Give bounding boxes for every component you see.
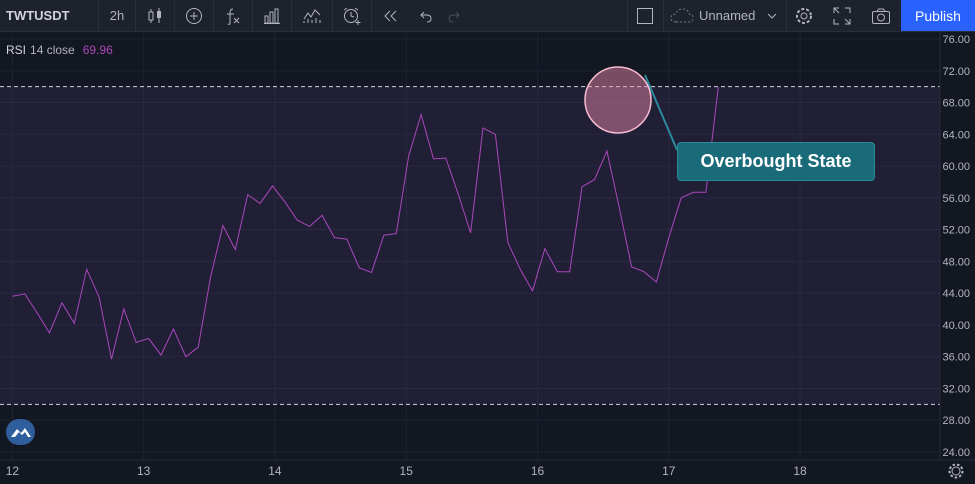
financials-button[interactable]: [253, 0, 291, 31]
price-scale[interactable]: 24.00 28.00 32.00 36.00 40.00 44.00 48.00 52.00…: [942, 34, 970, 459]
price-tick-label: 52.00: [942, 225, 970, 237]
price-tick-label: 28.00: [942, 415, 970, 427]
redo-button[interactable]: [440, 0, 470, 31]
indicator-templates-button[interactable]: [292, 0, 332, 31]
price-tick-label: 64.00: [942, 129, 970, 141]
time-scale-settings-icon[interactable]: [948, 463, 964, 479]
indicators-button[interactable]: [214, 0, 252, 31]
rsi-band-fill: [0, 86, 940, 405]
fullscreen-icon: [833, 7, 851, 24]
indicator-name: RSI: [6, 43, 27, 57]
snapshot-button[interactable]: [863, 0, 899, 31]
undo-button[interactable]: [410, 0, 440, 31]
price-tick-label: 24.00: [942, 447, 970, 459]
plus-circle-icon: [186, 7, 202, 24]
compare-symbol-button[interactable]: [175, 0, 213, 31]
price-tick-label: 60.00: [942, 161, 970, 173]
symbol-search-button[interactable]: TWTUSDT: [6, 8, 70, 23]
price-tick-label: 76.00: [942, 34, 970, 46]
callout-label: Overbought State: [700, 151, 852, 171]
price-tick-label: 68.00: [942, 98, 970, 110]
time-tick-label: 14: [268, 464, 282, 478]
price-tick-label: 32.00: [942, 383, 970, 395]
price-tick-label: 56.00: [942, 193, 970, 205]
indicator-legend[interactable]: RSI 14 close 69.96: [6, 43, 113, 57]
time-tick-label: 18: [793, 464, 807, 478]
square-icon: [637, 7, 653, 24]
time-tick-label: 17: [662, 464, 676, 478]
price-scale-bg: [940, 32, 975, 460]
undo-icon: [420, 11, 432, 22]
highlight-circle[interactable]: [584, 66, 652, 134]
cloud-icon: [670, 7, 694, 22]
select-layout-button[interactable]: [628, 0, 662, 31]
alert-button[interactable]: [333, 0, 371, 31]
layout-name-label: Unnamed: [699, 8, 756, 23]
indicator-params: 14 close: [30, 43, 75, 57]
fullscreen-button[interactable]: [825, 0, 859, 31]
rsi-chart[interactable]: 24.00 28.00 32.00 36.00 40.00 44.00 48.00 52.00…: [0, 32, 975, 484]
chart-type-button[interactable]: [136, 0, 174, 31]
time-tick-label: 15: [400, 464, 414, 478]
indicator-templates-icon: [303, 8, 321, 23]
overbought-callout[interactable]: Overbought State: [677, 142, 875, 181]
replay-icon: [384, 10, 397, 21]
price-tick-label: 36.00: [942, 352, 970, 364]
price-tick-label: 72.00: [942, 66, 970, 78]
interval-button[interactable]: 2h: [109, 8, 125, 23]
indicator-value: 69.96: [82, 43, 113, 57]
redo-icon: [448, 11, 460, 22]
chart-settings-button[interactable]: [787, 0, 821, 31]
price-tick-label: 48.00: [942, 256, 970, 268]
price-tick-label: 44.00: [942, 288, 970, 300]
replay-button[interactable]: [372, 0, 408, 31]
callout-pointer: [644, 74, 678, 151]
time-tick-label: 16: [531, 464, 545, 478]
candles-icon: [148, 7, 161, 23]
rsi-line: [12, 86, 719, 360]
chevron-down-icon: [768, 13, 777, 19]
gear-icon: [796, 7, 812, 24]
publish-button[interactable]: Publish: [901, 0, 975, 31]
price-tick-label: 40.00: [942, 320, 970, 332]
time-tick-label: 12: [6, 464, 20, 478]
time-tick-label: 13: [137, 464, 151, 478]
bar-compare-icon: [264, 8, 280, 24]
top-toolbar: TWTUSDT 2h Unnamed: [0, 0, 975, 32]
camera-icon: [872, 8, 890, 24]
fx-icon: [227, 8, 240, 25]
time-scale[interactable]: 12 13 14 15 16 17 18: [6, 464, 807, 478]
tradingview-logo-icon[interactable]: [6, 419, 35, 445]
layout-name-button[interactable]: Unnamed: [670, 0, 788, 31]
alert-clock-icon: [343, 7, 361, 25]
